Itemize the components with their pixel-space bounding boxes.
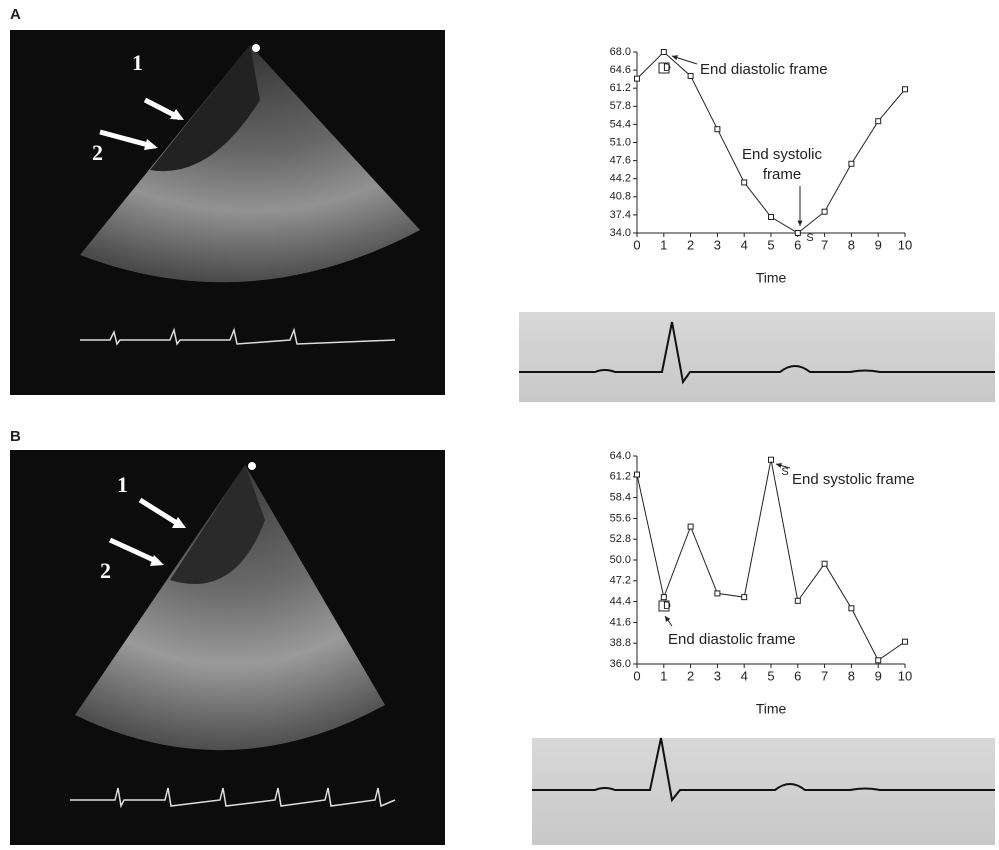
image-label: 1 — [132, 50, 143, 75]
echo-image — [10, 30, 445, 395]
y-tick-label: 64.6 — [610, 64, 631, 76]
x-tick-label: 3 — [714, 237, 721, 252]
frame-marker: D — [663, 600, 671, 612]
y-tick-label: 64.0 — [610, 450, 631, 462]
x-tick-label: 8 — [848, 668, 855, 683]
figure: A B 1 2 1 2 34.0 37.4 40.8 44.2 47.6 51.0 54.4… — [0, 0, 999, 850]
ecg-strip — [532, 738, 995, 845]
x-tick-label: 6 — [794, 237, 801, 252]
y-tick-label: 38.8 — [610, 637, 631, 649]
y-tick-label: 50.0 — [610, 554, 631, 566]
x-tick-label: 1 — [660, 668, 667, 683]
panel-label: A — [10, 6, 21, 23]
annotation: End diastolic frame — [700, 61, 828, 78]
data-point — [876, 119, 881, 124]
data-point — [715, 591, 720, 596]
x-tick-label: 0 — [633, 668, 640, 683]
x-tick-label: 1 — [660, 237, 667, 252]
y-tick-label: 55.6 — [610, 512, 631, 524]
arrow-head — [797, 221, 802, 226]
y-tick-label: 51.0 — [610, 136, 631, 148]
data-point — [635, 76, 640, 81]
x-tick-label: 7 — [821, 668, 828, 683]
x-tick-label: 3 — [714, 668, 721, 683]
ecg-strip — [519, 312, 995, 402]
arrow-head — [665, 616, 670, 622]
y-tick-label: 44.4 — [610, 596, 631, 608]
data-point — [903, 639, 908, 644]
data-point — [769, 215, 774, 220]
y-tick-label: 61.2 — [610, 82, 631, 94]
x-tick-label: 4 — [741, 668, 748, 683]
x-tick-label: 0 — [633, 237, 640, 252]
image-label: 2 — [92, 140, 103, 165]
x-tick-label: 6 — [794, 668, 801, 683]
x-tick-label: 5 — [767, 668, 774, 683]
y-tick-label: 54.4 — [610, 118, 631, 130]
y-tick-label: 36.0 — [610, 658, 631, 670]
data-point — [849, 606, 854, 611]
y-tick-label: 34.0 — [610, 227, 631, 239]
frame-marker: S — [806, 232, 813, 244]
annotation: End diastolic frame — [668, 631, 796, 648]
y-tick-label: 41.6 — [610, 616, 631, 628]
x-tick-label: 5 — [767, 237, 774, 252]
data-point — [876, 658, 881, 663]
data-point — [715, 127, 720, 132]
y-tick-label: 57.8 — [610, 100, 631, 112]
x-tick-label: 8 — [848, 237, 855, 252]
data-point — [742, 180, 747, 185]
x-tick-label: 10 — [898, 237, 912, 252]
x-tick-label: 7 — [821, 237, 828, 252]
y-tick-label: 52.8 — [610, 533, 631, 545]
x-tick-label: 9 — [875, 237, 882, 252]
x-axis-label: Time — [756, 701, 787, 717]
y-tick-label: 68.0 — [610, 46, 631, 58]
frame-marker: D — [663, 62, 671, 74]
arrow-head — [672, 55, 678, 60]
panel-label: B — [10, 428, 21, 445]
y-tick-label: 40.8 — [610, 191, 631, 203]
y-tick-label: 37.4 — [610, 209, 631, 221]
annotation: End systolic — [742, 146, 823, 163]
annotation: frame — [763, 166, 801, 183]
y-tick-label: 47.6 — [610, 155, 631, 167]
y-tick-label: 58.4 — [610, 492, 631, 504]
data-point — [769, 457, 774, 462]
series-line — [637, 52, 905, 233]
y-tick-label: 47.2 — [610, 575, 631, 587]
image-label: 2 — [100, 558, 111, 583]
data-point — [688, 524, 693, 529]
data-point — [822, 209, 827, 214]
data-point — [661, 50, 666, 55]
echo-image — [10, 450, 445, 845]
data-point — [635, 472, 640, 477]
data-point — [849, 161, 854, 166]
data-point — [661, 595, 666, 600]
data-point — [822, 561, 827, 566]
x-tick-label: 10 — [898, 668, 912, 683]
image-label: 1 — [117, 472, 128, 497]
data-point — [795, 598, 800, 603]
x-tick-label: 2 — [687, 237, 694, 252]
data-point — [795, 231, 800, 236]
x-axis-label: Time — [756, 270, 787, 286]
y-tick-label: 61.2 — [610, 471, 631, 483]
data-point — [742, 595, 747, 600]
x-tick-label: 4 — [741, 237, 748, 252]
data-point — [903, 87, 908, 92]
x-tick-label: 9 — [875, 668, 882, 683]
x-tick-label: 2 — [687, 668, 694, 683]
y-tick-label: 44.2 — [610, 173, 631, 185]
annotation: End systolic frame — [792, 471, 915, 488]
data-point — [688, 73, 693, 78]
